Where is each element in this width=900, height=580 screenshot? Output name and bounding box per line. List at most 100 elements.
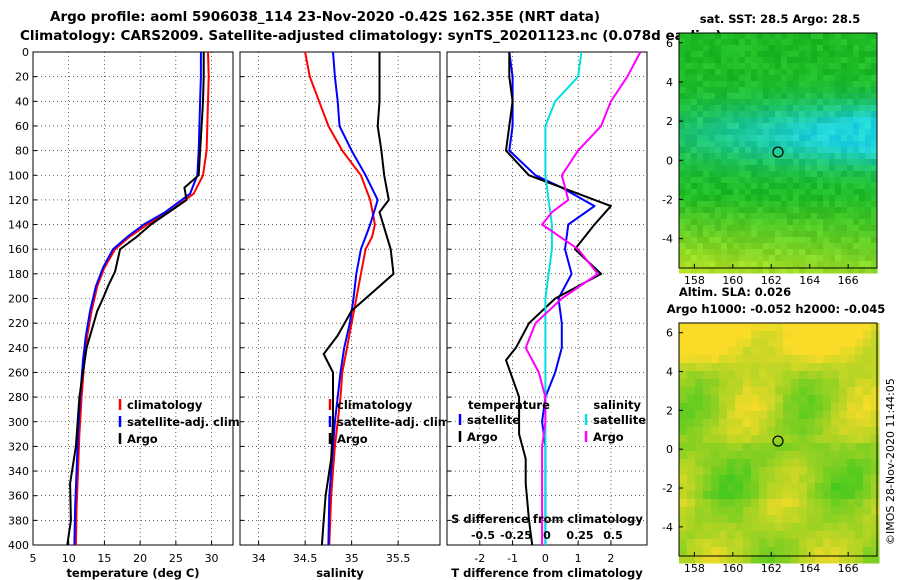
sla-map-cell (735, 467, 744, 476)
sla-map-cell (759, 499, 768, 508)
sst-map-cell (751, 81, 758, 88)
salinity-xtick-label: 34.5 (293, 552, 318, 565)
sla-map-cell (815, 467, 824, 476)
sst-map-cell (811, 99, 818, 106)
sst-map-cell (751, 117, 758, 124)
sst-map-cell (757, 57, 764, 64)
sst-map-cell (727, 231, 734, 238)
sst-map-cell (817, 93, 824, 100)
sst-map-cell (739, 153, 746, 160)
sla-map-cell (783, 395, 792, 404)
sla-map-cell (687, 379, 696, 388)
sst-map-cell (733, 225, 740, 232)
sst-map-cell (679, 231, 686, 238)
sst-map-cell (685, 267, 692, 274)
sst-map-cell (703, 111, 710, 118)
sst-map-cell (769, 57, 776, 64)
sla-map-cell (831, 435, 840, 444)
sst-map-cell (739, 249, 746, 256)
sla-map-cell (695, 483, 704, 492)
sst-map-cell (811, 147, 818, 154)
sla-map-cell (679, 355, 688, 364)
difference-series-s-argo (524, 51, 642, 545)
sst-map-cell (775, 129, 782, 136)
sla-map-cell (767, 499, 776, 508)
sst-map-cell (847, 87, 854, 94)
sst-map-cell (793, 129, 800, 136)
sst-map-cell (835, 171, 842, 178)
sla-map-cell (823, 507, 832, 516)
sla-map-cell (807, 459, 816, 468)
sst-map-cell (715, 57, 722, 64)
sla-map-cell (791, 347, 800, 356)
sla-map-cell (735, 459, 744, 468)
sst-map-cell (841, 129, 848, 136)
sst-map-cell (751, 111, 758, 118)
sla-map-cell (775, 339, 784, 348)
sla-map-cell (799, 387, 808, 396)
sst-map-cell (787, 183, 794, 190)
sla-map-cell (767, 339, 776, 348)
sla-map-cell (863, 499, 872, 508)
sst-map-cell (853, 261, 860, 268)
sla-map-cell (807, 403, 816, 412)
sst-map-cell (781, 117, 788, 124)
sst-map-cell (805, 159, 812, 166)
sst-map-cell (811, 93, 818, 100)
sla_map-xtick-label: 166 (838, 562, 859, 575)
sst-map-cell (781, 219, 788, 226)
sst-map-cell (775, 183, 782, 190)
sst-map-cell (739, 159, 746, 166)
legend-left-entry-0: satellite (467, 413, 520, 427)
sst-map-cell (691, 105, 698, 112)
sla-map-cell (823, 427, 832, 436)
sla-map-cell (679, 467, 688, 476)
sst-map-cell (763, 213, 770, 220)
sla-map-cell (815, 499, 824, 508)
sst-map-cell (805, 183, 812, 190)
sst-map-cell (739, 225, 746, 232)
sst-map-cell (751, 39, 758, 46)
sst-map-cell (817, 249, 824, 256)
sla-map-cell (807, 347, 816, 356)
sst-map-cell (793, 93, 800, 100)
sst-map-cell (835, 219, 842, 226)
sst-map-cell (721, 195, 728, 202)
sla-map-cell (727, 395, 736, 404)
sla-map-cell (839, 435, 848, 444)
sst-map-cell (841, 267, 848, 274)
sst-map-cell (691, 69, 698, 76)
sla-map-cell (727, 339, 736, 348)
sla-map-cell (871, 555, 880, 564)
sla-map-cell (775, 323, 784, 332)
sla-map-cell (703, 467, 712, 476)
sst-map-cell (715, 243, 722, 250)
sla-map-cell (855, 395, 864, 404)
sst-map-cell (847, 135, 854, 142)
sst-map-cell (847, 195, 854, 202)
sla-map-cell (743, 459, 752, 468)
sst-map-cell (751, 261, 758, 268)
sst-map-cell (805, 261, 812, 268)
sst-map-cell (829, 99, 836, 106)
sst-map-cell (787, 45, 794, 52)
sst-map-cell (763, 207, 770, 214)
sla-map-cell (679, 555, 688, 564)
sst-map-cell (847, 153, 854, 160)
sst-map-cell (709, 159, 716, 166)
sst-map-cell (709, 117, 716, 124)
sla-map-cell (863, 547, 872, 556)
sst-map-cell (859, 87, 866, 94)
sla-map-cell (815, 483, 824, 492)
sst-map-cell (721, 189, 728, 196)
sst-map-cell (835, 177, 842, 184)
sla-map-cell (831, 403, 840, 412)
sla-map-cell (799, 451, 808, 460)
sst-map-cell (871, 177, 878, 184)
sst-map-cell (793, 117, 800, 124)
sst-map-cell (727, 117, 734, 124)
sla-map-cell (791, 515, 800, 524)
sst-map-cell (757, 45, 764, 52)
sla-map-cell (735, 403, 744, 412)
sla-map-cell (703, 331, 712, 340)
